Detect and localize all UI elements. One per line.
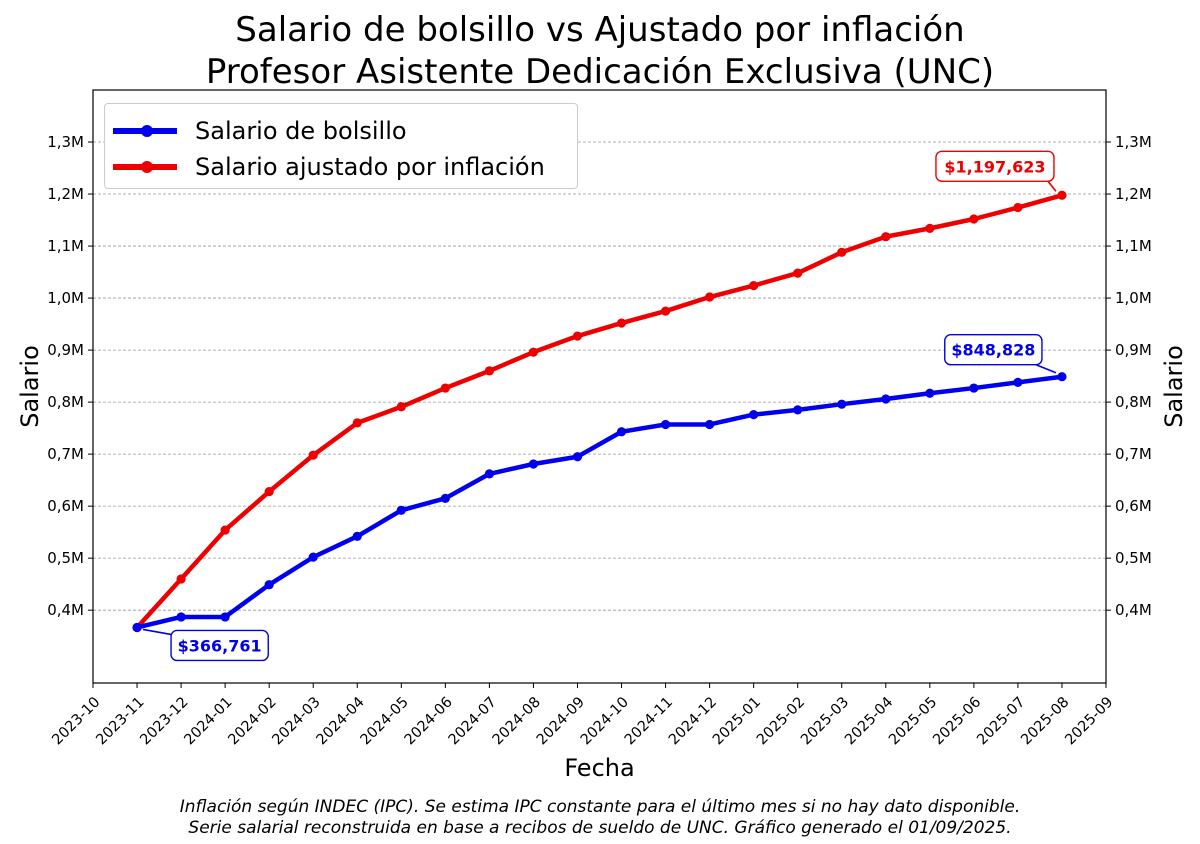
legend-swatch-nominal	[113, 125, 177, 137]
data-point-nominal	[1013, 377, 1023, 387]
data-point-adjusted	[572, 331, 583, 341]
legend-item-nominal: Salario de bolsillo	[105, 114, 407, 148]
y-axis-label-right: Salario	[1160, 345, 1188, 428]
data-point-adjusted	[881, 232, 891, 242]
annotation-box	[935, 150, 1055, 182]
data-point-nominal	[793, 405, 803, 415]
chart-legend: Salario de bolsillo Salario ajustado por…	[104, 103, 578, 189]
y-tick-label-left: 1,0M	[47, 289, 84, 307]
y-tick-label-left: 1,2M	[47, 185, 84, 203]
x-tick-label: 2025-09	[1062, 694, 1116, 748]
data-point-adjusted	[220, 525, 230, 535]
data-point-adjusted	[352, 418, 362, 428]
data-point-nominal	[837, 399, 847, 409]
legend-item-adjusted: Salario ajustado por inflación	[105, 150, 545, 184]
y-tick-label-right: 0,9M	[1115, 341, 1152, 359]
y-tick-label-left: 1,1M	[47, 237, 84, 255]
data-point-adjusted	[264, 486, 274, 497]
data-point-adjusted	[484, 366, 494, 376]
data-point-nominal	[352, 531, 362, 541]
y-tick-label-left: 0,4M	[47, 601, 84, 619]
data-point-nominal	[616, 427, 627, 437]
y-tick-label-right: 1,0M	[1115, 289, 1152, 307]
footnote-line-1: Inflación según INDEC (IPC). Se estima I…	[179, 797, 1021, 817]
data-point-nominal	[705, 419, 715, 430]
data-point-nominal	[308, 552, 318, 562]
data-point-nominal	[749, 409, 759, 420]
data-point-adjusted	[925, 223, 935, 233]
y-tick-label-left: 0,6M	[47, 497, 84, 515]
legend-label-nominal: Salario de bolsillo	[195, 117, 407, 145]
plot-frame	[92, 89, 1107, 684]
x-axis-label: Fecha	[564, 754, 634, 782]
data-point-adjusted	[705, 292, 715, 302]
y-axis-label-left: Salario	[16, 345, 44, 428]
y-tick-label-right: 0,6M	[1115, 497, 1152, 515]
data-point-adjusted	[528, 347, 539, 357]
y-tick-label-left: 0,7M	[47, 445, 84, 463]
chart-title: Salario de bolsillo vs Ajustado por infl…	[235, 10, 965, 50]
annotation-arrow	[1047, 180, 1057, 192]
annotation-box	[170, 629, 269, 662]
data-point-nominal	[176, 612, 186, 622]
y-tick-label-right: 1,1M	[1115, 237, 1152, 255]
series-line-adjusted	[134, 193, 1065, 630]
annotation-label: $848,828	[951, 341, 1035, 360]
data-point-adjusted	[793, 268, 803, 278]
y-tick-label-right: 0,5M	[1115, 549, 1152, 567]
data-point-nominal	[396, 505, 406, 515]
annotation-label: $366,761	[178, 636, 262, 655]
data-point-nominal	[220, 612, 230, 622]
annotation-arrow	[1035, 363, 1057, 374]
y-tick-label-left: 0,9M	[47, 341, 84, 359]
data-point-adjusted	[396, 402, 406, 412]
data-point-adjusted	[969, 214, 979, 224]
data-point-nominal	[1057, 372, 1067, 382]
data-point-adjusted	[660, 306, 671, 316]
data-point-adjusted	[616, 318, 627, 328]
y-tick-label-left: 1,3M	[47, 133, 84, 151]
annotation-label: $1,197,623	[944, 157, 1045, 176]
footnote-line-2: Serie salarial reconstruida en base a re…	[188, 818, 1012, 838]
data-point-nominal	[484, 469, 494, 479]
legend-label-adjusted: Salario ajustado por inflación	[195, 153, 545, 181]
data-point-adjusted	[837, 247, 847, 257]
data-point-adjusted	[1013, 202, 1023, 213]
data-point-nominal	[925, 388, 935, 398]
data-point-nominal	[264, 580, 274, 590]
series-line-nominal	[134, 374, 1065, 630]
y-tick-label-right: 0,4M	[1115, 601, 1152, 619]
data-point-nominal	[440, 493, 450, 503]
y-tick-label-right: 0,7M	[1115, 445, 1152, 463]
annotation-box	[944, 334, 1043, 366]
y-tick-label-right: 1,3M	[1115, 133, 1152, 151]
data-point-nominal	[572, 452, 583, 462]
y-tick-label-left: 0,5M	[47, 549, 84, 567]
legend-swatch-adjusted	[113, 161, 177, 173]
data-point-nominal	[969, 383, 979, 393]
y-tick-label-left: 0,8M	[47, 393, 84, 411]
y-tick-label-right: 1,2M	[1115, 185, 1152, 203]
data-point-adjusted	[308, 450, 318, 460]
data-point-adjusted	[440, 383, 450, 393]
data-point-adjusted	[176, 574, 186, 584]
y-tick-label-right: 0,8M	[1115, 393, 1152, 411]
data-point-adjusted	[1057, 190, 1067, 200]
data-point-nominal	[528, 459, 539, 469]
data-point-adjusted	[749, 280, 759, 291]
chart-subtitle: Profesor Asistente Dedicación Exclusiva …	[205, 52, 995, 92]
annotation-arrow	[142, 628, 172, 636]
data-point-nominal	[881, 394, 891, 404]
data-point-nominal	[132, 622, 142, 633]
data-point-nominal	[660, 419, 671, 430]
